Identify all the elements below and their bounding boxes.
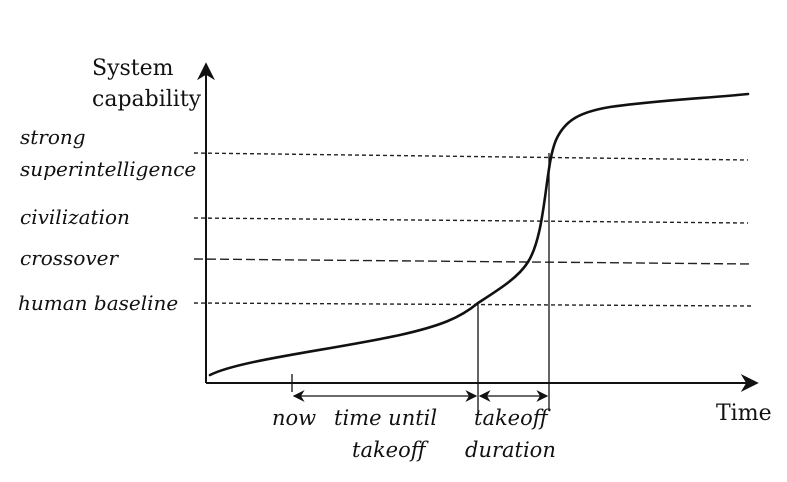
capability-curve (208, 92, 750, 377)
y-axis-title-line1: System (92, 56, 174, 81)
guide-line-strong-superintelligence (193, 152, 749, 161)
y-axis-title-line2: capability (92, 87, 202, 112)
takeoff-duration-label-line1: takeoff (474, 406, 551, 430)
guide-line-human-baseline (193, 302, 753, 307)
level-label-crossover: crossover (20, 246, 120, 270)
level-label-civilization: civilization (20, 205, 130, 229)
guide-line-crossover (193, 258, 753, 265)
takeoff-duration-label-line2: duration (465, 438, 556, 462)
level-label-superintelligence: superintelligence (20, 157, 196, 181)
level-label-strong: strong (20, 125, 86, 149)
level-label-human-baseline: human baseline (18, 291, 178, 315)
time-until-label-line1: time until (334, 406, 437, 430)
x-axis-title: Time (716, 401, 772, 426)
now-label: now (272, 406, 316, 430)
guide-line-civilization (193, 217, 749, 224)
time-until-label-line2: takeoff (352, 438, 429, 462)
